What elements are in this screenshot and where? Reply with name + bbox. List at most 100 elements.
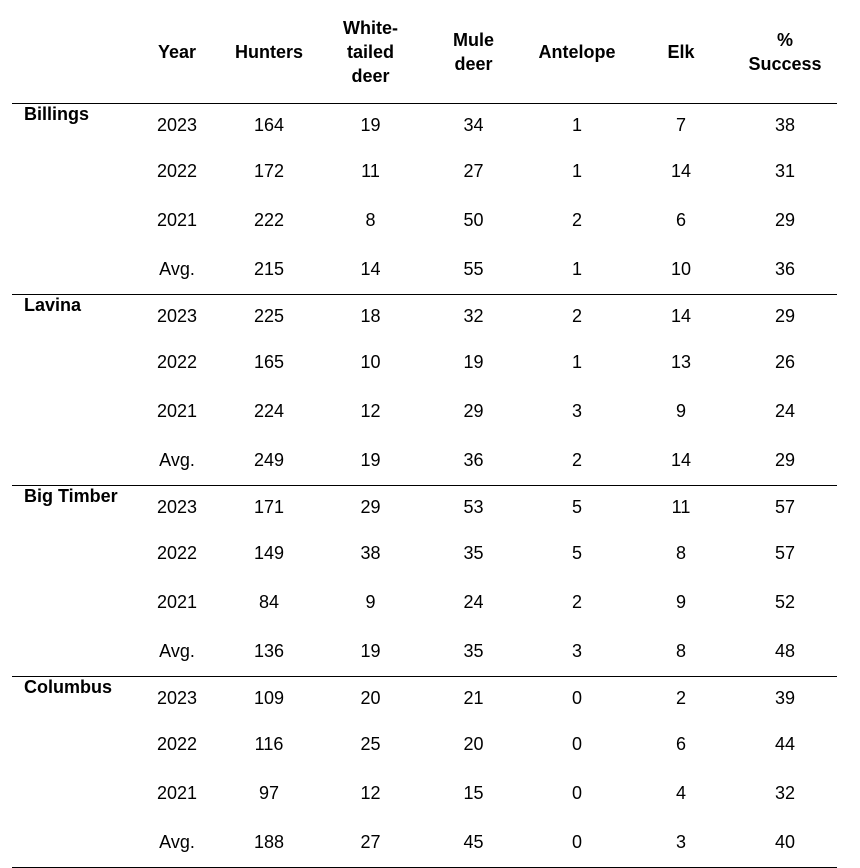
hunter-harvest-table: Year Hunters White-tailed deer Mule deer Antel…	[12, 0, 837, 868]
elk-cell: 6	[675, 734, 686, 754]
success-cell: 48	[733, 627, 837, 677]
mule-deer-cell: 35	[422, 627, 525, 677]
table-row: Avg. 249 19 36 2 14 29	[12, 436, 837, 486]
location-cell	[12, 147, 135, 196]
white-tailed-deer-cell: 8	[365, 210, 376, 230]
elk-cell: 10	[629, 245, 733, 295]
antelope-cell: 0	[525, 818, 629, 868]
hunters-cell: 116	[254, 734, 284, 754]
hunters-cell: 172	[253, 161, 285, 181]
year-cell: Avg.	[135, 245, 219, 295]
white-tailed-deer-cell: 11	[361, 161, 380, 181]
table-row: 2021 222 8 50 2 6 29	[12, 196, 837, 245]
mule-deer-cell: 19	[463, 352, 484, 372]
hunters-cell: 165	[253, 352, 285, 372]
table-row: 2021 97 12 15 0 4 32	[12, 769, 837, 818]
table-row: Avg. 136 19 35 3 8 48	[12, 627, 837, 677]
year-column-header: Year	[135, 0, 219, 104]
success-cell: 29	[774, 306, 796, 326]
location-label: Lavina	[24, 295, 82, 315]
elk-cell: 9	[675, 592, 686, 612]
white-tailed-deer-cell: 20	[360, 688, 381, 708]
elk-cell: 3	[629, 818, 733, 868]
antelope-cell: 1	[571, 352, 582, 372]
success-cell: 29	[733, 436, 837, 486]
elk-cell: 8	[629, 627, 733, 677]
hunters-cell: 109	[253, 688, 285, 708]
elk-cell: 7	[675, 115, 686, 135]
location-cell	[12, 529, 135, 578]
location-cell: Columbus	[12, 677, 135, 721]
location-cell	[12, 436, 135, 486]
antelope-cell: 2	[525, 436, 629, 486]
table-row: Avg. 188 27 45 0 3 40	[12, 818, 837, 868]
antelope-column-header: Antelope	[525, 0, 629, 104]
mule-deer-cell: 21	[463, 688, 484, 708]
location-column-header	[12, 0, 135, 104]
hunters-cell: 224	[253, 401, 285, 421]
header-text-line: Year	[157, 41, 197, 62]
hunter-check-station-table-container: Year Hunters White-tailed deer Mule deer Antel…	[12, 0, 837, 868]
location-cell	[12, 769, 135, 818]
success-cell: 36	[733, 245, 837, 295]
white-tailed-deer-cell: 18	[360, 306, 381, 326]
antelope-cell: 3	[571, 401, 582, 421]
white-tailed-deer-cell: 12	[360, 401, 381, 421]
success-cell: 52	[774, 592, 796, 612]
header-text-line: White-	[343, 17, 398, 38]
location-cell	[12, 338, 135, 387]
mule-deer-cell: 20	[463, 734, 484, 754]
elk-cell: 14	[629, 436, 733, 486]
mule-deer-cell: 35	[463, 543, 484, 563]
table-body: Billings 2023 164 19 34 1 7 38 2022 172 11 27 1 14 31 2…	[12, 104, 837, 868]
hunters-cell: 215	[219, 245, 319, 295]
mule-deer-cell: 53	[463, 497, 484, 517]
mule-deer-cell: 45	[422, 818, 525, 868]
hunters-cell: 164	[253, 115, 285, 135]
table-row: Lavina 2023 225 18 32 2 14 29	[12, 295, 837, 339]
success-cell: 57	[774, 543, 796, 563]
header-row: Year Hunters White-tailed deer Mule deer Antel…	[12, 0, 837, 104]
year-cell: Avg.	[135, 818, 219, 868]
location-label: Billings	[24, 104, 90, 124]
elk-cell: 14	[670, 306, 692, 326]
header-text-line: Hunters	[234, 41, 303, 62]
antelope-cell: 1	[525, 245, 629, 295]
antelope-cell: 3	[525, 627, 629, 677]
mule-deer-cell: 34	[463, 115, 484, 135]
year-cell: 2022	[156, 734, 198, 754]
white-tailed-deer-cell: 9	[365, 592, 376, 612]
table-row: 2021 224 12 29 3 9 24	[12, 387, 837, 436]
location-cell	[12, 196, 135, 245]
antelope-cell: 2	[571, 592, 582, 612]
elk-cell: 9	[675, 401, 686, 421]
location-cell: Billings	[12, 104, 135, 148]
table-row: Billings 2023 164 19 34 1 7 38	[12, 104, 837, 148]
mule-deer-cell: 15	[463, 783, 484, 803]
location-cell	[12, 627, 135, 677]
location-label: Big Timber	[24, 486, 118, 506]
hunters-cell: 84	[258, 592, 280, 612]
year-cell: 2022	[156, 543, 198, 563]
hunters-cell: 188	[219, 818, 319, 868]
success-cell: 32	[774, 783, 796, 803]
table-header: Year Hunters White-tailed deer Mule deer Antel…	[12, 0, 837, 104]
success-cell: 38	[774, 115, 796, 135]
success-cell: 44	[774, 734, 796, 754]
year-cell: 2022	[156, 161, 198, 181]
year-cell: 2022	[156, 352, 198, 372]
location-cell	[12, 818, 135, 868]
success-cell: 39	[774, 688, 796, 708]
table-row: 2022 165 10 19 1 13 26	[12, 338, 837, 387]
hunters-cell: 249	[219, 436, 319, 486]
antelope-cell: 5	[571, 497, 582, 517]
year-cell: Avg.	[135, 627, 219, 677]
header-text-line: tailed	[346, 41, 394, 62]
elk-cell: 4	[675, 783, 686, 803]
year-cell: 2023	[156, 497, 198, 517]
table-row: 2022 149 38 35 5 8 57	[12, 529, 837, 578]
table-row: Columbus 2023 109 20 21 0 2 39	[12, 677, 837, 721]
success-cell: 24	[774, 401, 796, 421]
year-cell: 2021	[156, 592, 198, 612]
header-text-line: deer	[351, 65, 390, 86]
